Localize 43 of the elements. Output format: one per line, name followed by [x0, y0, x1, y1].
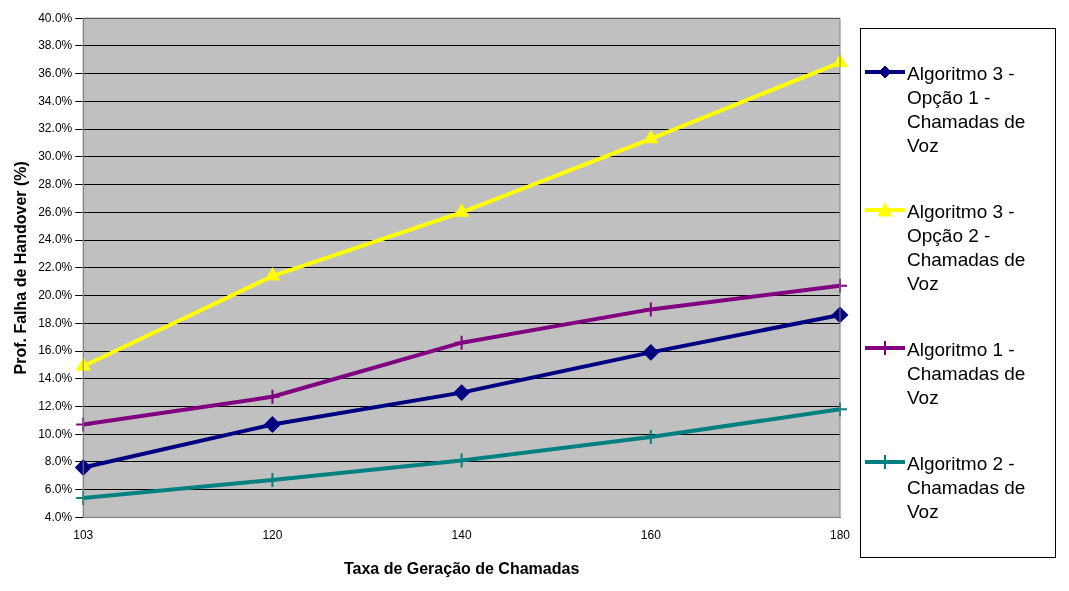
point	[454, 204, 469, 217]
point	[642, 301, 659, 318]
point	[642, 344, 659, 361]
point	[453, 334, 470, 351]
point	[453, 452, 470, 469]
y-tick-label: 8.0%	[44, 454, 73, 469]
y-tick-label: 10.0%	[38, 426, 73, 441]
y-tick-label: 34.0%	[38, 93, 73, 108]
y-tick-label: 28.0%	[38, 176, 73, 191]
y-tick-label: 6.0%	[44, 481, 73, 496]
y-tick-label: 30.0%	[38, 149, 73, 164]
y-tick-label: 14.0%	[38, 371, 73, 386]
y-tick-label: 16.0%	[38, 343, 73, 358]
point	[265, 268, 280, 281]
y-tick-label: 32.0%	[38, 121, 73, 136]
legend-label: Algoritmo 3 - Opção 1 - Chamadas de Voz	[907, 62, 1027, 158]
x-axis-title: Taxa de Geração de Chamadas	[343, 559, 580, 577]
y-tick-label: 18.0%	[38, 315, 73, 330]
point	[264, 416, 281, 433]
x-tick-label: 120	[262, 527, 283, 542]
point	[75, 416, 92, 433]
y-tick-label: 22.0%	[38, 260, 73, 275]
point	[264, 388, 281, 405]
y-tick-label: 4.0%	[44, 509, 73, 524]
y-tick-label: 12.0%	[38, 398, 73, 413]
legend-label: Algoritmo 3 - Opção 2 - Chamadas de Voz	[907, 200, 1027, 296]
point	[643, 130, 658, 144]
legend-label: Algoritmo 1 - Chamadas de Voz	[907, 338, 1027, 410]
point	[76, 358, 91, 371]
point	[75, 459, 92, 476]
x-tick-label: 140	[451, 527, 472, 542]
y-tick-label: 24.0%	[38, 232, 73, 247]
y-tick-label: 40.0%	[38, 10, 73, 25]
x-tick-label: 103	[73, 527, 94, 542]
y-tick-label: 36.0%	[38, 65, 73, 80]
y-tick-label: 26.0%	[38, 204, 73, 219]
y-tick-label: 20.0%	[38, 287, 73, 302]
legend-label: Algoritmo 2 - Chamadas de Voz	[907, 452, 1027, 524]
x-tick-label: 180	[829, 527, 851, 542]
y-tick-label: 38.0%	[38, 38, 73, 53]
point	[453, 384, 470, 401]
x-tick-label: 160	[640, 527, 662, 542]
y-axis-title: Prof. Falha de Handover (%)	[12, 161, 30, 375]
